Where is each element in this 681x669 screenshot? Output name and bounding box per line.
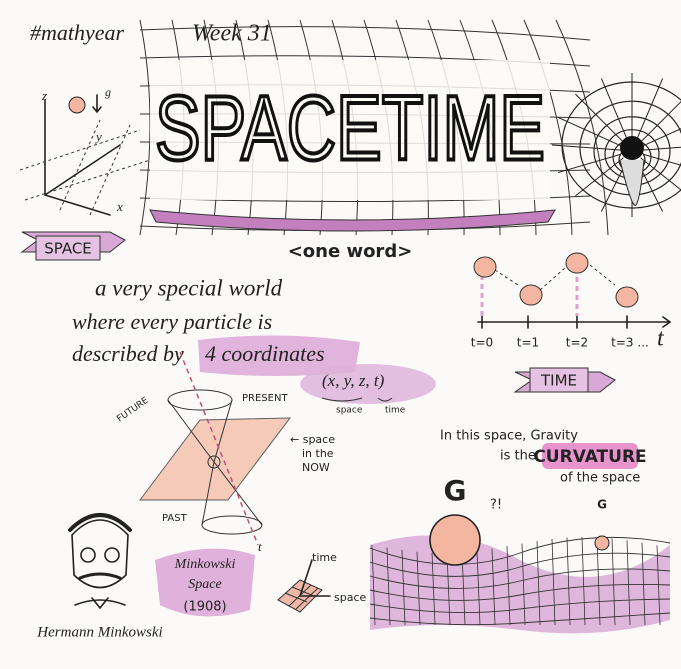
minkowski-year: (1908) bbox=[183, 600, 226, 615]
portrait-caption: Hermann Minkowski bbox=[36, 624, 162, 640]
x-axis-label: x bbox=[116, 199, 123, 214]
hashtag: #mathyear bbox=[30, 20, 125, 45]
mini-space-label: space bbox=[334, 591, 367, 604]
week-label: Week 31 bbox=[192, 21, 272, 47]
space-banner-text: SPACE bbox=[44, 240, 92, 258]
cone-axis-label: t bbox=[258, 539, 262, 554]
gravity-text: of the space bbox=[560, 471, 640, 486]
small-ball bbox=[595, 536, 609, 550]
heavy-ball bbox=[430, 515, 480, 565]
coordinates: (x, y, z, t) bbox=[322, 371, 385, 390]
y-axis-label: y bbox=[94, 129, 102, 144]
definition-highlight: 4 coordinates bbox=[205, 341, 325, 366]
time-tick: t=1 bbox=[517, 336, 539, 350]
time-tick: t=2 bbox=[566, 336, 588, 350]
minkowski-name: Space bbox=[188, 577, 221, 592]
definition-line: where every particle is bbox=[72, 309, 272, 334]
gravity-text: In this space, Gravity bbox=[440, 429, 578, 444]
definition-line: described by bbox=[72, 341, 184, 366]
sketchnote: #mathyear Week 31 SPACETIME <one word> z… bbox=[0, 0, 681, 669]
time-tick: t=0 bbox=[471, 336, 493, 350]
mini-time-label: time bbox=[312, 551, 337, 564]
subtitle: <one word> bbox=[288, 241, 413, 262]
minkowski-name: Minkowski bbox=[174, 557, 236, 572]
small-g: G bbox=[597, 498, 607, 512]
time-tick: t=3 ... bbox=[611, 336, 649, 350]
z-axis-label: z bbox=[41, 88, 47, 103]
past-label: PAST bbox=[162, 513, 188, 524]
now-note: in the bbox=[302, 447, 334, 460]
present-label: PRESENT bbox=[242, 393, 288, 404]
curvature: CURVATURE bbox=[533, 447, 646, 467]
particle bbox=[69, 97, 85, 113]
main-title: SPACETIME bbox=[155, 77, 545, 179]
big-g: G bbox=[444, 474, 467, 507]
time-banner-text: TIME bbox=[540, 372, 577, 390]
gravity-text: is the bbox=[500, 449, 536, 464]
gravity-label: g bbox=[105, 85, 111, 99]
time-sublabel: time bbox=[385, 406, 406, 416]
exclaim: ?! bbox=[490, 498, 502, 513]
space-sublabel: space bbox=[336, 406, 363, 416]
now-note: ← space bbox=[290, 433, 335, 446]
definition-line: a very special world bbox=[95, 275, 283, 300]
black-mass bbox=[620, 136, 644, 160]
now-note: NOW bbox=[302, 461, 330, 474]
